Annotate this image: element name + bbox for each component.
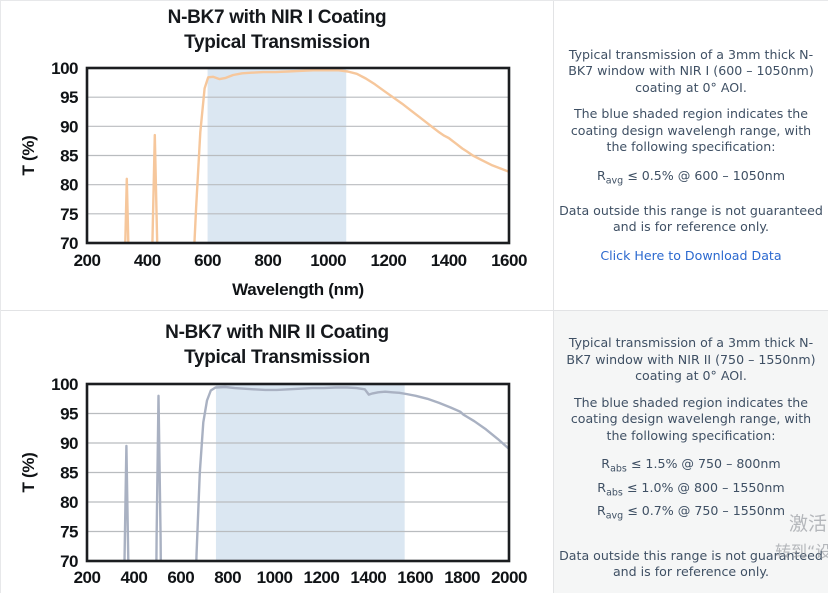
svg-text:Wavelength (nm): Wavelength (nm) — [232, 280, 364, 299]
nir1-chart-titles: N-BK7 with NIR I Coating Typical Transmi… — [1, 5, 553, 55]
nir1-shaded-region-note: The blue shaded region indicates the coa… — [570, 106, 812, 155]
svg-text:95: 95 — [60, 88, 78, 107]
svg-text:90: 90 — [60, 434, 78, 453]
svg-text:200: 200 — [74, 568, 101, 587]
svg-text:90: 90 — [60, 117, 78, 136]
svg-text:2000: 2000 — [491, 568, 527, 587]
svg-text:80: 80 — [60, 493, 78, 512]
nir2-description-text: Typical transmission of a 3mm thick N-BK… — [566, 335, 816, 383]
nir1-chart-title: N-BK7 with NIR I Coating — [167, 7, 387, 28]
svg-text:1000: 1000 — [257, 568, 293, 587]
nir2-disclaimer-text: Data outside this range is not guarantee… — [559, 547, 823, 580]
spec-line: Ravg ≤ 0.7% @ 750 – 1550nm — [596, 503, 786, 522]
nir1-disclaimer-text: Data outside this range is not guarantee… — [559, 202, 823, 235]
nir2-chart-section: N-BK7 with NIR II Coating Typical Transm… — [1, 310, 553, 593]
svg-text:600: 600 — [167, 568, 194, 587]
svg-text:1400: 1400 — [431, 251, 467, 270]
svg-text:100: 100 — [51, 59, 78, 78]
svg-text:95: 95 — [60, 405, 78, 424]
nir2-chart-title: N-BK7 with NIR II Coating — [165, 322, 389, 343]
nir1-chart-subtitle: Typical Transmission — [184, 32, 370, 53]
svg-text:75: 75 — [60, 523, 78, 542]
nir2-spec-list: Rabs ≤ 1.5% @ 750 – 800nm Rabs ≤ 1.0% @ 8… — [597, 455, 785, 526]
svg-text:1400: 1400 — [350, 568, 386, 587]
svg-text:1800: 1800 — [444, 568, 480, 587]
nir2-transmission-chart: 70 75 80 85 90 95 100 200 400 600 800 1000 1200 1400 1… — [19, 375, 527, 587]
nir1-spec-list: Ravg ≤ 0.5% @ 600 – 1050nm — [597, 167, 785, 191]
svg-text:400: 400 — [120, 568, 147, 587]
nir1-description-panel: Typical transmission of a 3mm thick N-BK… — [553, 1, 828, 310]
svg-text:T (%): T (%) — [19, 452, 38, 492]
svg-text:600: 600 — [194, 251, 221, 270]
nir2-panel-content: Typical transmission of a 3mm thick N-BK… — [554, 311, 828, 593]
nir2-shaded-region-note: The blue shaded region indicates the coa… — [570, 394, 812, 443]
svg-text:80: 80 — [60, 176, 78, 195]
svg-text:800: 800 — [214, 568, 241, 587]
spec-line: Rabs ≤ 1.5% @ 750 – 800nm — [601, 456, 781, 475]
svg-text:85: 85 — [60, 147, 78, 166]
nir1-transmission-chart: 70 75 80 85 90 95 100 200 400 600 800 1000 1200 1400 1… — [19, 59, 527, 299]
spec-line: Rabs ≤ 1.0% @ 800 – 1550nm — [597, 479, 785, 499]
nir2-chart-titles: N-BK7 with NIR II Coating Typical Transm… — [1, 320, 553, 370]
svg-text:200: 200 — [74, 251, 101, 270]
svg-text:75: 75 — [60, 205, 78, 224]
svg-text:1000: 1000 — [310, 251, 346, 270]
svg-text:1200: 1200 — [304, 568, 340, 587]
svg-text:1600: 1600 — [491, 251, 527, 270]
svg-text:T (%): T (%) — [19, 135, 38, 175]
svg-text:400: 400 — [134, 251, 161, 270]
nir1-description-text: Typical transmission of a 3mm thick N-BK… — [568, 46, 814, 95]
nir1-download-data-link[interactable]: Click Here to Download Data — [600, 247, 782, 263]
nir2-chart-subtitle: Typical Transmission — [184, 347, 370, 368]
svg-text:1600: 1600 — [397, 568, 433, 587]
svg-text:800: 800 — [254, 251, 281, 270]
svg-text:100: 100 — [51, 375, 78, 394]
svg-text:85: 85 — [60, 464, 78, 483]
nir2-description-panel: Typical transmission of a 3mm thick N-BK… — [553, 310, 828, 593]
spec-line: Ravg ≤ 0.5% @ 600 – 1050nm — [596, 167, 786, 187]
svg-text:1200: 1200 — [371, 251, 407, 270]
nir1-panel-content: Typical transmission of a 3mm thick N-BK… — [554, 1, 828, 310]
nir1-chart-section: N-BK7 with NIR I Coating Typical Transmi… — [1, 1, 553, 310]
svg-text:70: 70 — [60, 552, 78, 571]
svg-text:70: 70 — [60, 234, 78, 253]
